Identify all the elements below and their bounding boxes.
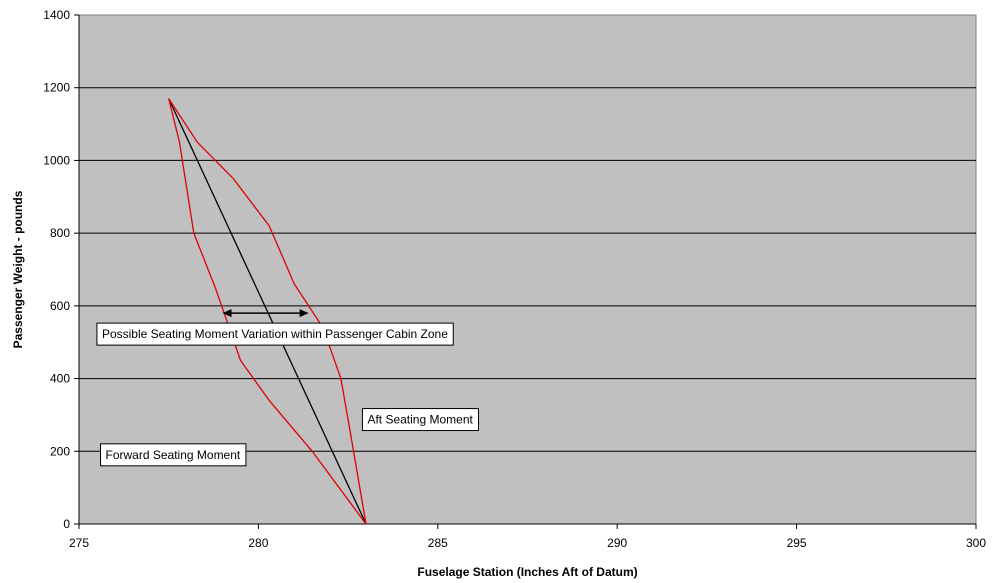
annotation-box: Forward Seating Moment: [100, 443, 247, 467]
y-tick-label: 200: [50, 444, 70, 458]
x-tick-label: 295: [787, 536, 807, 550]
x-tick-label: 285: [428, 536, 448, 550]
annotation-box: Aft Seating Moment: [361, 408, 480, 432]
series-line: [168, 98, 367, 525]
y-axis: 0 200 400 600 800 1000 1200 1400: [43, 8, 80, 531]
y-tick-label: 400: [50, 372, 70, 386]
x-tick-label: 290: [607, 536, 627, 550]
x-axis: 275 280 285 290 295 300: [69, 523, 986, 550]
annotation-text: Possible Seating Moment Variation within…: [102, 327, 448, 341]
arrow-head-right: [299, 309, 309, 318]
y-tick-label: 1200: [43, 81, 70, 95]
x-tick-label: 300: [966, 536, 986, 550]
series-line: [168, 98, 367, 525]
x-axis-title: Fuselage Station (Inches Aft of Datum): [417, 565, 637, 579]
y-tick-label: 600: [50, 299, 70, 313]
y-tick-label: 1400: [43, 8, 70, 22]
annotation-box: Possible Seating Moment Variation within…: [96, 322, 454, 346]
y-tick-label: 800: [50, 226, 70, 240]
annotation-text: Forward Seating Moment: [106, 448, 241, 462]
variation-arrow: [222, 309, 309, 318]
annotations: Possible Seating Moment Variation within…: [96, 322, 480, 467]
plot-area: [78, 14, 977, 525]
arrow-head-left: [222, 309, 232, 318]
annotation-frame: [361, 408, 480, 432]
y-tick-label: 0: [63, 517, 70, 531]
annotation-text: Aft Seating Moment: [367, 413, 473, 427]
y-axis-title: Passenger Weight - pounds: [11, 190, 25, 348]
x-tick-label: 275: [69, 536, 89, 550]
x-tick-label: 280: [248, 536, 268, 550]
y-tick-label: 1000: [43, 153, 70, 167]
annotation-frame: [100, 443, 247, 467]
annotation-frame: [96, 322, 454, 346]
